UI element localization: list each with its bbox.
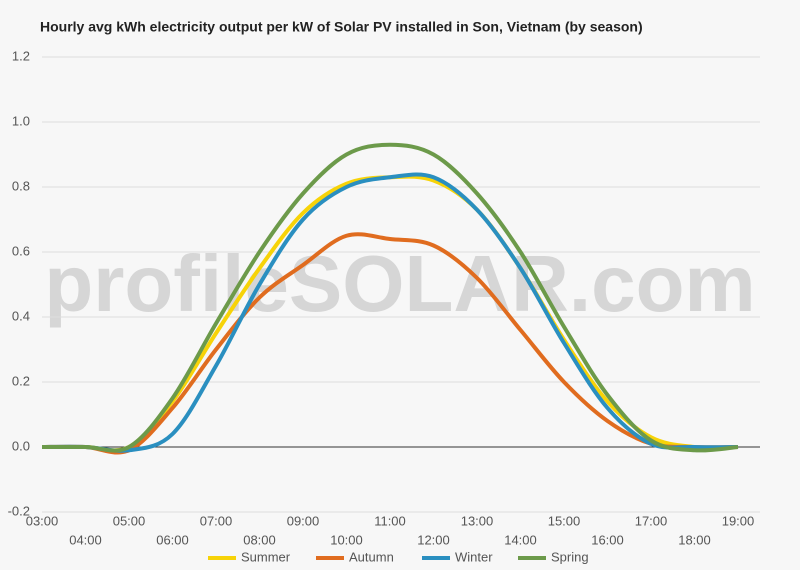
series-line <box>42 142 739 453</box>
x-tick-label: 11:00 <box>374 513 406 528</box>
y-tick-label: 1.0 <box>12 113 30 128</box>
y-tick-label: 1.2 <box>12 48 30 63</box>
x-tick-label: 12:00 <box>417 532 450 547</box>
x-tick-label: 15:00 <box>548 513 581 528</box>
x-tick-label: 17:00 <box>635 513 668 528</box>
y-tick-label: -0.2 <box>8 503 30 518</box>
y-tick-label: 0.6 <box>12 243 30 258</box>
x-tick-label: 04:00 <box>69 532 102 547</box>
x-tick-label: 05:00 <box>113 513 146 528</box>
x-tick-label: 06:00 <box>156 532 189 547</box>
x-tick-label: 13:00 <box>461 513 494 528</box>
y-tick-label: 0.2 <box>12 373 30 388</box>
x-tick-label: 10:00 <box>330 532 363 547</box>
x-tick-label: 18:00 <box>678 532 711 547</box>
series-line <box>41 232 739 455</box>
legend-label: Autumn <box>349 549 394 564</box>
y-tick-label: 0.0 <box>12 438 30 453</box>
x-tick-label: 08:00 <box>243 532 276 547</box>
y-tick-label: 0.4 <box>12 308 30 323</box>
x-tick-label: 16:00 <box>591 532 624 547</box>
series-line <box>41 172 739 453</box>
x-tick-label: 19:00 <box>722 513 755 528</box>
legend-label: Winter <box>455 549 493 564</box>
chart-title: Hourly avg kWh electricity output per kW… <box>40 19 643 35</box>
legend-label: Spring <box>551 549 589 564</box>
x-tick-label: 14:00 <box>504 532 537 547</box>
y-tick-label: 0.8 <box>12 178 30 193</box>
watermark: profileSOLAR.com <box>44 239 755 328</box>
x-tick-label: 09:00 <box>287 513 320 528</box>
legend-label: Summer <box>241 549 291 564</box>
x-tick-label: 07:00 <box>200 513 233 528</box>
x-tick-label: 03:00 <box>26 513 59 528</box>
